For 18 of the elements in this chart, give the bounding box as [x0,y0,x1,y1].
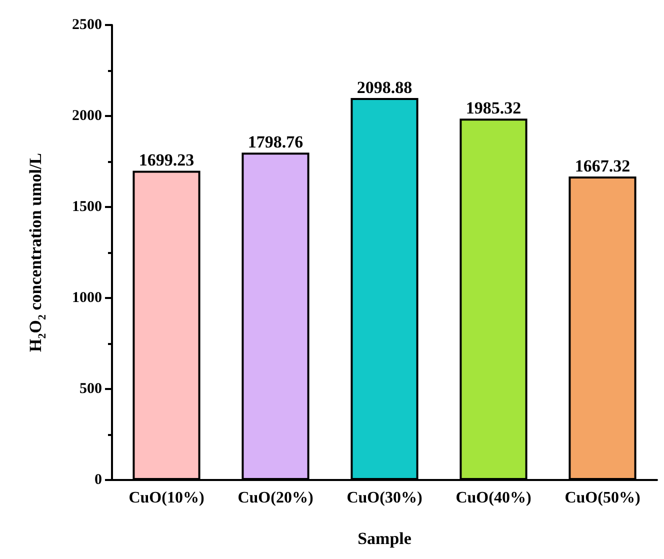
data-label: 1798.76 [248,132,304,152]
data-label: 2098.88 [356,78,412,98]
data-label: 1985.32 [466,98,522,118]
x-tick-label: CuO(30%) [346,490,422,506]
data-label: 1667.32 [574,156,630,176]
y-tick-label: 2000 [72,108,102,124]
y-tick-label: 500 [80,381,102,397]
y-tick-label: 1500 [72,199,102,215]
x-tick-label: CuO(40%) [456,490,532,506]
x-tick-label: CuO(10%) [128,490,204,506]
x-tick-label: CuO(50%) [564,490,640,506]
data-label: 1699.23 [138,150,194,170]
y-tick-label: 1000 [72,290,102,306]
y-axis-title: H2O2 concentration umol/L [26,153,48,352]
y-tick-label: 0 [94,472,102,488]
x-tick-label: CuO(20%) [238,490,314,506]
x-axis-title: Sample [358,529,412,548]
y-tick-label: 2500 [72,17,102,33]
